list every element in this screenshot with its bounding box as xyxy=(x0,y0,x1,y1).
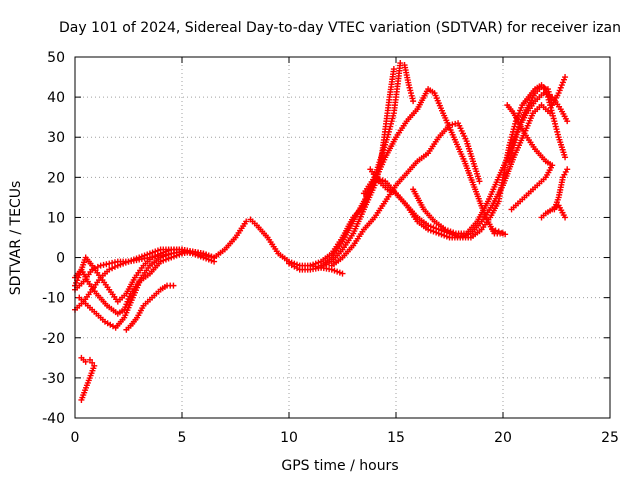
data-point xyxy=(82,358,89,365)
data-point xyxy=(562,74,569,81)
data-point xyxy=(489,226,496,233)
y-tick-label: 50 xyxy=(47,50,65,66)
series-arc-6 xyxy=(123,282,177,333)
y-tick-label: -10 xyxy=(42,291,65,307)
data-point xyxy=(390,66,397,73)
series-arc-16 xyxy=(504,102,556,213)
y-axis-label: SDTVAR / TECUs xyxy=(8,181,24,296)
x-tick-label: 20 xyxy=(494,430,512,446)
y-tick-label: 10 xyxy=(47,210,65,226)
data-point xyxy=(547,110,554,117)
data-point xyxy=(504,102,511,109)
y-tick-label: 0 xyxy=(56,251,65,267)
data-point xyxy=(495,228,502,235)
y-tick-label: 40 xyxy=(47,90,65,106)
data-point xyxy=(541,85,548,92)
series-arc-5 xyxy=(72,250,175,293)
y-tick-label: -20 xyxy=(42,331,65,347)
series-arc-7 xyxy=(78,354,98,403)
data-point xyxy=(89,359,96,366)
data-point xyxy=(410,98,417,105)
series-arc-18 xyxy=(538,202,569,221)
axis-tick-labels: 0 5 10 15 20 25 -40 -30 -20 -10 0 10 20 30 40 50 xyxy=(42,50,619,446)
y-tick-label: -40 xyxy=(42,411,65,427)
grid xyxy=(75,57,610,418)
data-point xyxy=(492,227,499,234)
data-point xyxy=(562,214,569,221)
data-point xyxy=(243,218,250,225)
plot-frame xyxy=(74,56,611,419)
data-point xyxy=(168,250,175,257)
data-point xyxy=(170,282,177,289)
data-point xyxy=(538,84,545,91)
data-point xyxy=(564,118,571,125)
x-tick-label: 25 xyxy=(601,430,619,446)
data-point xyxy=(502,231,509,238)
series-arc-19 xyxy=(489,226,509,238)
y-tick-label: 30 xyxy=(47,130,65,146)
chart-title: Day 101 of 2024, Sidereal Day-to-day VTE… xyxy=(59,20,621,36)
series-arc-11 xyxy=(328,120,483,269)
data-point xyxy=(397,60,404,67)
data-point xyxy=(339,270,346,277)
x-tick-label: 15 xyxy=(387,430,405,446)
data-point xyxy=(564,166,571,173)
y-tick-label: 20 xyxy=(47,170,65,186)
data-point xyxy=(476,178,483,185)
data-point xyxy=(498,229,505,236)
x-axis-label: GPS time / hours xyxy=(281,458,398,474)
x-tick-label: 10 xyxy=(280,430,298,446)
data-point xyxy=(86,356,93,363)
data-point xyxy=(78,396,85,403)
data-point xyxy=(562,154,569,161)
series-arc-13 xyxy=(367,102,554,241)
x-tick-label: 0 xyxy=(71,430,80,446)
y-tick-label: -30 xyxy=(42,371,65,387)
x-tick-label: 5 xyxy=(178,430,187,446)
